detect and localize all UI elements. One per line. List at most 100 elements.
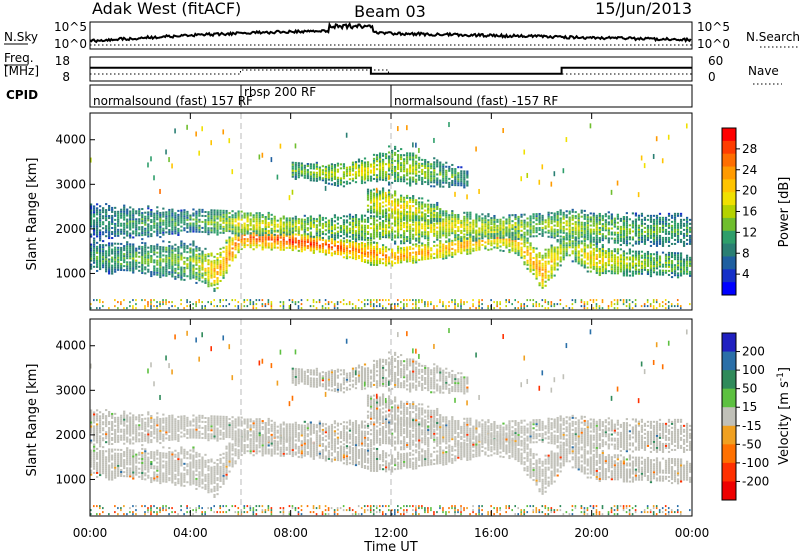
power-cell-226 xyxy=(114,268,117,271)
power-cell-1018 xyxy=(201,266,204,269)
power-cell-2276 xyxy=(357,236,361,239)
power-cell-160 xyxy=(105,225,108,228)
power-cell-1936 xyxy=(318,172,321,175)
power-cell-1768 xyxy=(300,250,303,253)
power-cell-1640 xyxy=(282,232,285,235)
power-cell-2559 xyxy=(378,233,382,236)
power-cell-1449 xyxy=(255,303,258,306)
power-cell-1670 xyxy=(288,240,291,243)
power-cell-538 xyxy=(147,213,150,216)
power-cell-4408 xyxy=(556,258,559,261)
power-cell-799 xyxy=(177,276,180,279)
power-cell-2736 xyxy=(391,236,394,239)
power-cell-999 xyxy=(198,230,201,233)
power-cell-4593 xyxy=(577,215,580,218)
power-cell-2852 xyxy=(397,214,400,217)
power-cell-4666 xyxy=(586,226,589,229)
power-cell-1730 xyxy=(294,215,297,218)
power-cell-4882 xyxy=(610,217,613,220)
power-cell-4328 xyxy=(547,262,550,265)
power-cell-2048 xyxy=(333,244,337,247)
power-cell-2149 xyxy=(345,257,349,260)
power-cell-3524 xyxy=(448,301,450,304)
power-cell-722 xyxy=(168,249,171,252)
power-cell-1817 xyxy=(306,241,309,244)
power-cell-3509 xyxy=(445,218,448,221)
power-cell-4180 xyxy=(529,254,532,257)
power-cell-3611 xyxy=(454,172,457,175)
power-cell-1160 xyxy=(216,223,219,226)
power-cell-4657 xyxy=(586,252,589,255)
power-cell-1164 xyxy=(216,213,219,216)
power-cell-2041 xyxy=(330,165,333,168)
power-cell-4312 xyxy=(544,256,547,259)
power-cell-1904 xyxy=(315,220,318,223)
power-cell-4303 xyxy=(544,276,547,279)
power-cell-2042 xyxy=(330,163,333,166)
power-cell-2236 xyxy=(354,254,358,257)
power-cell-3123 xyxy=(415,164,418,167)
power-cell-3717 xyxy=(466,227,469,230)
power-cell-4734 xyxy=(595,267,598,270)
power-cell-1081 xyxy=(207,215,210,218)
power-cell-66 xyxy=(96,255,99,258)
power-cell-166 xyxy=(105,209,108,212)
power-cell-156 xyxy=(105,235,108,238)
power-cell-4170 xyxy=(526,172,529,178)
power-cell-409 xyxy=(132,220,135,223)
power-cell-1807 xyxy=(303,176,306,179)
power-cell-869 xyxy=(183,221,186,224)
power-cell-1735 xyxy=(294,169,297,172)
power-cell-1423 xyxy=(249,214,252,217)
power-cell-2532 xyxy=(375,154,379,157)
power-cell-2917 xyxy=(403,238,406,241)
power-cell-4815 xyxy=(601,217,604,220)
power-cell-2734 xyxy=(391,248,394,251)
power-cell-2470 xyxy=(372,221,376,224)
power-cell-1822 xyxy=(306,229,309,232)
power-cell-163 xyxy=(105,215,108,218)
power-cell-1652 xyxy=(285,240,288,243)
power-cell-294 xyxy=(120,228,123,231)
power-cell-297 xyxy=(120,216,123,219)
power-cell-3031 xyxy=(409,156,412,159)
power-cell-3994 xyxy=(505,238,508,241)
power-cell-613 xyxy=(156,228,159,231)
power-cell-171 xyxy=(108,268,111,271)
power-cell-3208 xyxy=(421,168,424,171)
power-cell-2488 xyxy=(372,206,376,209)
power-cell-1021 xyxy=(201,260,204,263)
power-cell-2174 xyxy=(345,132,348,138)
power-cell-4740 xyxy=(595,253,598,256)
power-cell-4940 xyxy=(619,299,622,302)
power-cell-1823 xyxy=(306,227,309,230)
power-cell-2362 xyxy=(363,161,367,164)
power-cell-2383 xyxy=(366,218,370,221)
power-cell-907 xyxy=(189,263,192,266)
power-cell-3239 xyxy=(424,223,427,226)
power-cell-4434 xyxy=(559,256,562,259)
power-cell-864 xyxy=(183,244,186,247)
power-cell-1716 xyxy=(294,301,297,304)
power-cell-2561 xyxy=(378,227,382,230)
power-cell-4000 xyxy=(505,230,508,233)
power-cell-2299 xyxy=(360,254,364,257)
power-cell-3053 xyxy=(412,247,415,250)
power-cell-992 xyxy=(198,261,201,264)
power-cell-3084 xyxy=(412,205,415,208)
power-cell-3419 xyxy=(439,250,442,253)
power-cell-1065 xyxy=(207,271,210,274)
power-cell-196 xyxy=(108,207,111,210)
power-cell-3993 xyxy=(505,240,508,243)
power-cell-4443 xyxy=(559,235,562,238)
power-cell-2672 xyxy=(384,204,388,207)
power-cell-2181 xyxy=(348,244,352,247)
power-cell-2228 xyxy=(351,167,355,170)
power-cell-1737 xyxy=(294,165,297,168)
power-cell-3760 xyxy=(472,299,474,302)
power-cell-894 xyxy=(186,214,189,217)
power-cell-4167 xyxy=(526,223,529,226)
power-cell-2878 xyxy=(400,222,403,225)
power-cell-3439 xyxy=(439,181,442,184)
power-cell-4559 xyxy=(574,239,577,242)
